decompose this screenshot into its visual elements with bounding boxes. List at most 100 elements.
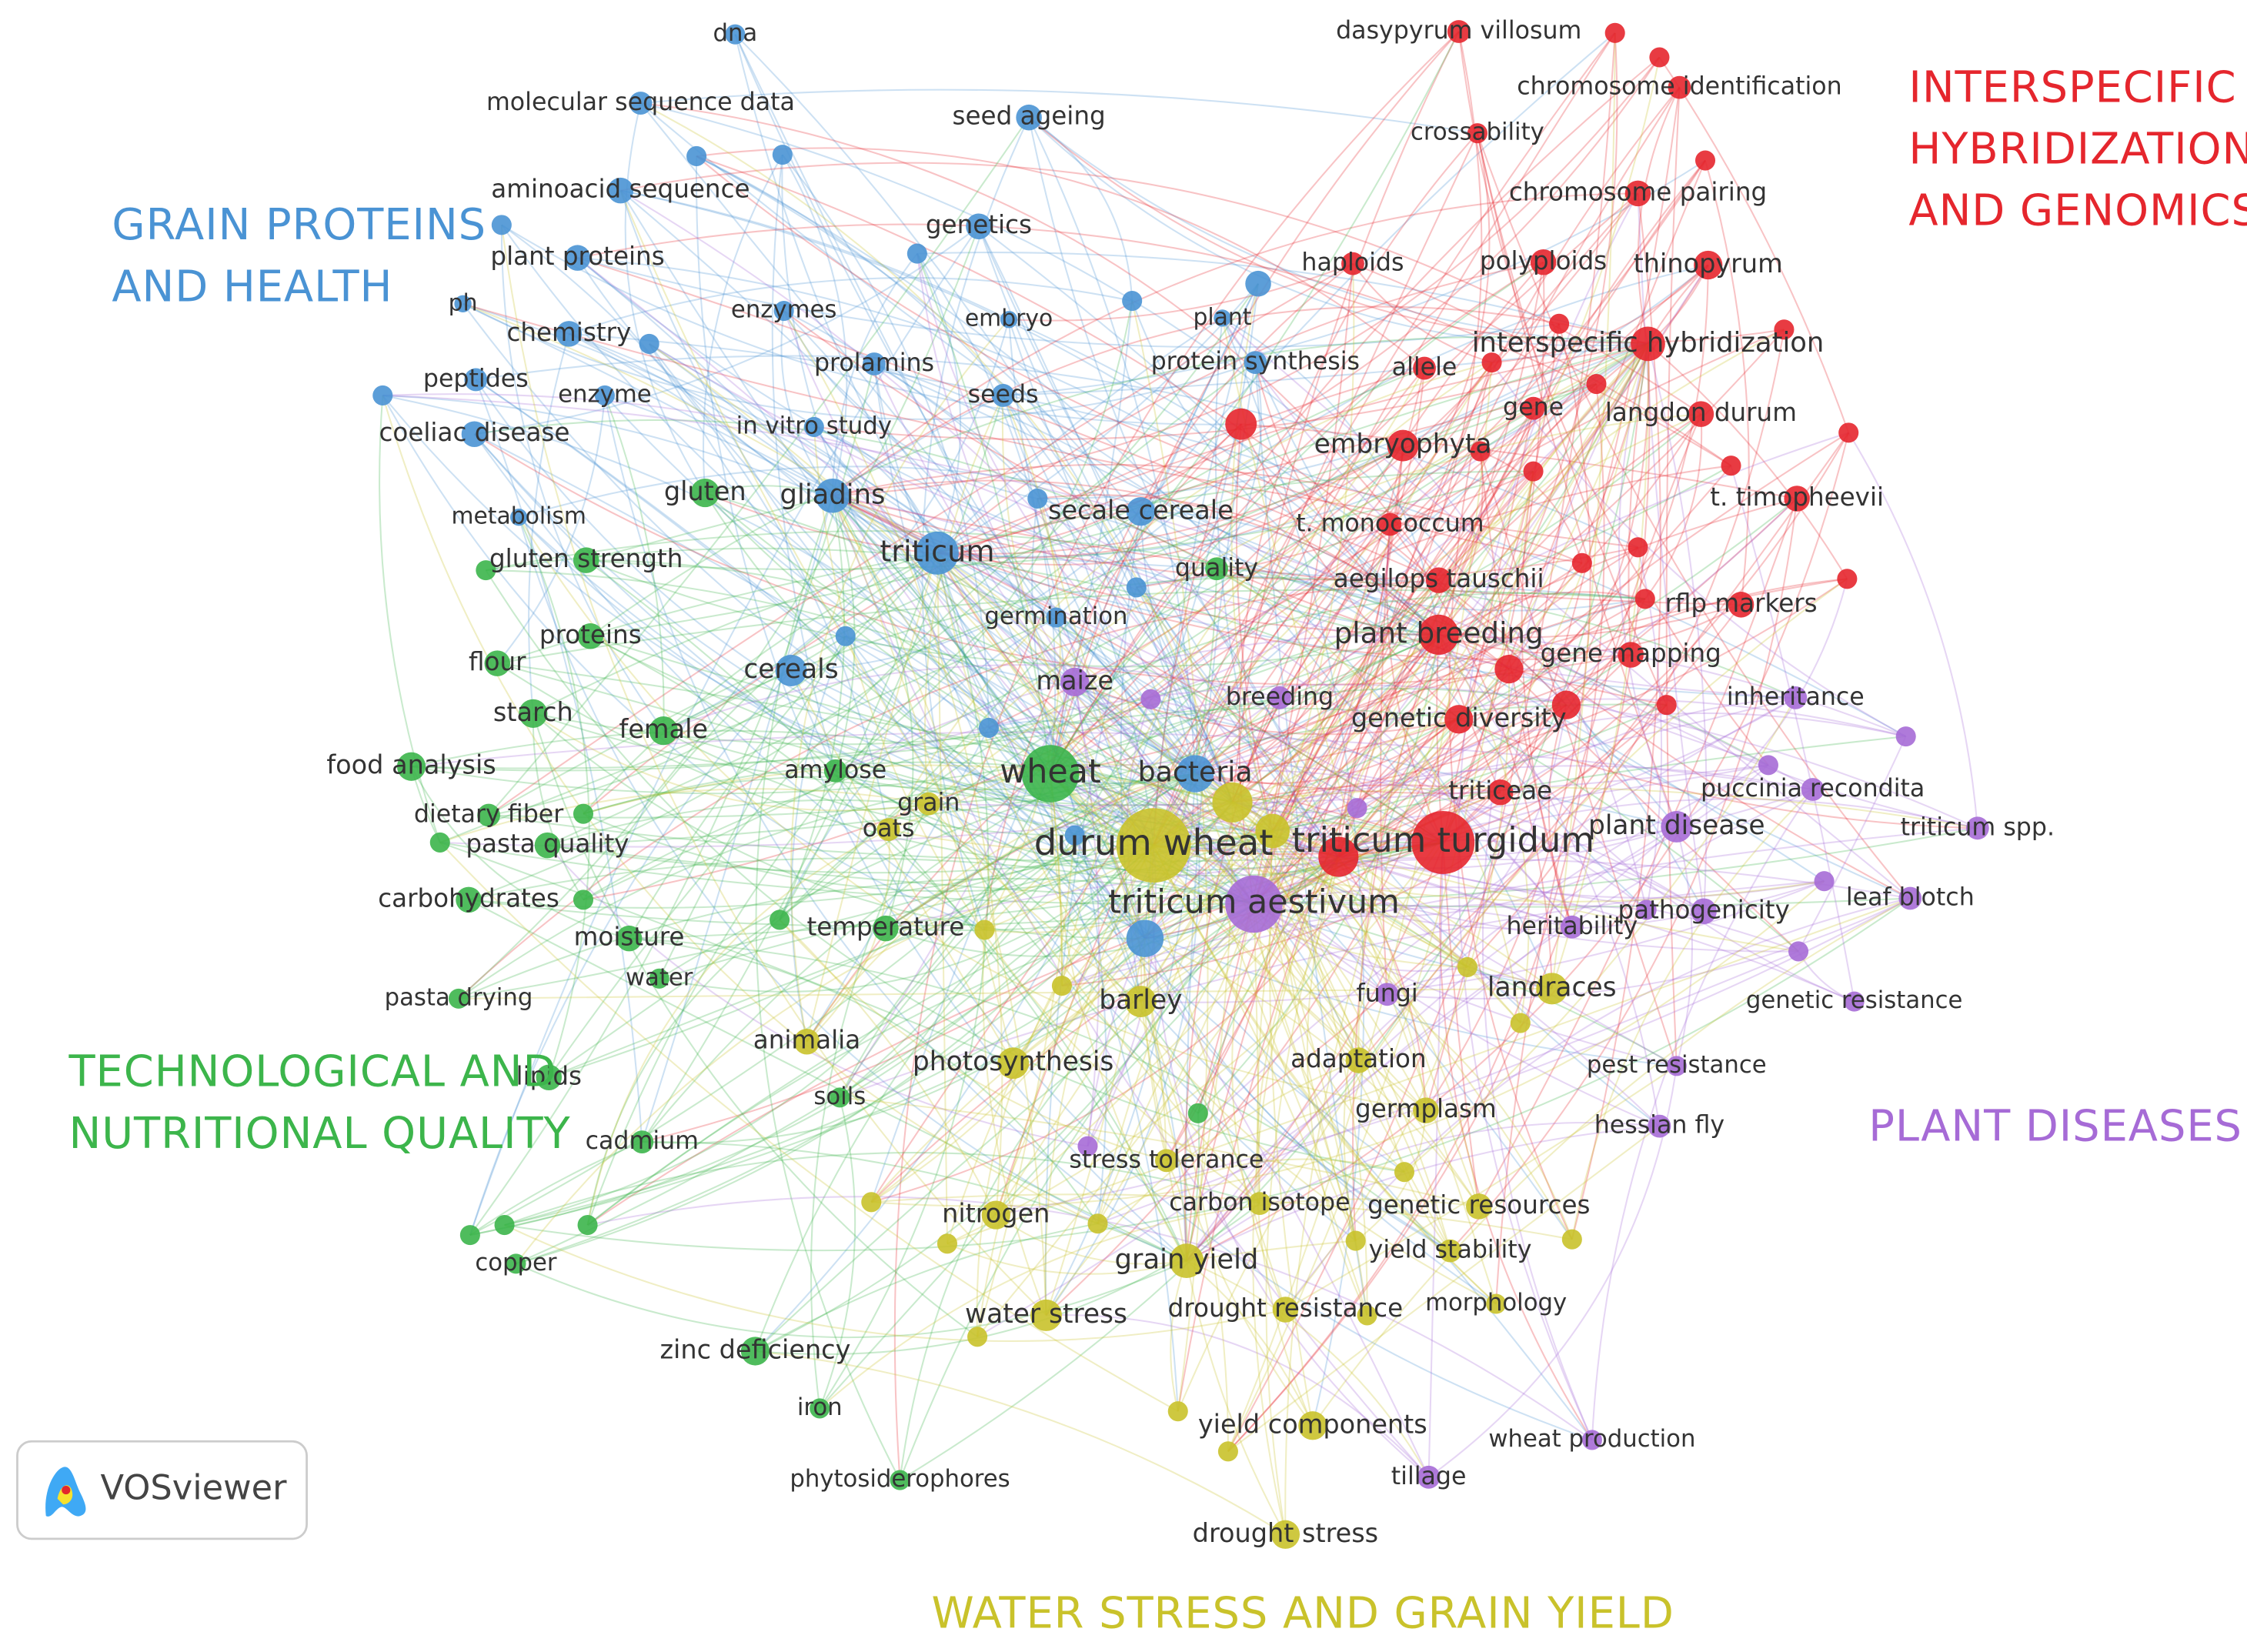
edge: [649, 343, 1340, 858]
node: [1244, 351, 1267, 375]
edge: [1003, 342, 1648, 396]
edge: [1097, 1158, 1405, 1225]
edge: [1343, 842, 1444, 1241]
edge: [1144, 634, 1440, 939]
node-label: dasypyrum villosum: [1336, 17, 1581, 45]
node: [1618, 642, 1644, 668]
edge: [1165, 446, 1404, 1161]
node: [1126, 577, 1147, 598]
node: [1898, 886, 1922, 910]
node-label: moisture: [574, 923, 685, 952]
edge: [1153, 423, 1242, 846]
edge: [1467, 329, 1785, 968]
node: [1837, 569, 1858, 589]
edge: [1097, 950, 1799, 1225]
edge: [500, 225, 665, 732]
edge: [1073, 835, 1187, 1261]
node-label: genetic resistance: [1746, 986, 1963, 1014]
cluster-title: TECHNOLOGICAL AND: [68, 1047, 556, 1097]
edge: [382, 395, 985, 931]
edge: [1050, 568, 1217, 775]
edge: [533, 713, 929, 812]
edge: [474, 419, 1217, 570]
node: [510, 509, 528, 526]
edge: [1491, 362, 1907, 738]
edge: [1140, 1001, 1229, 1452]
node-label: allele: [1392, 354, 1457, 382]
edge: [839, 773, 1196, 1098]
edge: [1337, 465, 1732, 858]
edge: [569, 332, 1234, 803]
edge: [832, 495, 914, 929]
logo-text: VOSviewer: [100, 1468, 287, 1508]
node-label: enzyme: [558, 380, 652, 408]
edge: [734, 33, 1234, 803]
edge: [839, 844, 1154, 1099]
edge: [832, 495, 1014, 1063]
edge: [988, 719, 1196, 775]
edge: [1197, 634, 1440, 1114]
edge: [504, 1152, 1260, 1226]
node: [1345, 1047, 1372, 1073]
edge: [1337, 791, 1501, 858]
edge: [1235, 424, 1274, 832]
edge: [871, 1193, 1573, 1240]
edge: [810, 803, 930, 1409]
logo: VOSviewer: [16, 1440, 309, 1540]
edge: [1186, 826, 1678, 1262]
node: [1154, 1149, 1178, 1173]
edge: [1355, 1110, 1427, 1242]
edge: [1476, 132, 1911, 899]
edge: [1097, 329, 1785, 1224]
node-label: protein synthesis: [1151, 348, 1360, 375]
cluster-title: AND GENOMICS: [1908, 186, 2247, 236]
node: [863, 352, 886, 375]
node-label: fungi: [1357, 980, 1418, 1007]
node: [1631, 326, 1665, 362]
edge: [583, 776, 1154, 846]
edge: [885, 633, 1440, 929]
edge: [1221, 317, 1365, 1427]
edge: [839, 773, 1196, 1098]
node: [966, 213, 992, 239]
node-label: triticeae: [1448, 776, 1552, 806]
edge: [1194, 413, 1702, 775]
edge: [1165, 856, 1340, 1161]
edge: [1338, 789, 1813, 859]
edge: [1254, 362, 1368, 1316]
edge: [475, 379, 1146, 939]
edge: [462, 303, 1552, 990]
edge: [439, 696, 1796, 848]
edge: [1352, 262, 1732, 467]
edge: [977, 835, 1076, 1337]
edge: [790, 669, 1146, 939]
edge: [410, 766, 629, 939]
node: [1217, 1441, 1238, 1462]
edge: [548, 773, 1196, 1079]
node-label: prolamins: [814, 349, 934, 377]
edge: [1272, 546, 1639, 833]
node: [1051, 976, 1072, 996]
edge: [1449, 498, 1798, 1252]
edge: [936, 552, 948, 1244]
edge: [1050, 562, 1583, 775]
edge: [1253, 903, 1468, 972]
node-label: tillage: [1391, 1463, 1467, 1490]
edge: [704, 445, 1404, 559]
edge: [663, 576, 1796, 732]
edge: [1194, 773, 1451, 1252]
edge: [1153, 470, 1534, 846]
node: [1486, 1293, 1507, 1314]
edge: [754, 654, 1631, 1352]
edge: [1278, 697, 1340, 858]
node-label: food analysis: [326, 750, 496, 780]
edge: [497, 662, 1444, 843]
edge: [1231, 801, 1480, 1207]
node: [649, 716, 678, 746]
node: [477, 803, 500, 827]
edge: [1848, 432, 1978, 829]
node: [1694, 250, 1723, 280]
node: [991, 384, 1015, 407]
edge: [439, 342, 1648, 843]
edge: [1087, 802, 1234, 1146]
